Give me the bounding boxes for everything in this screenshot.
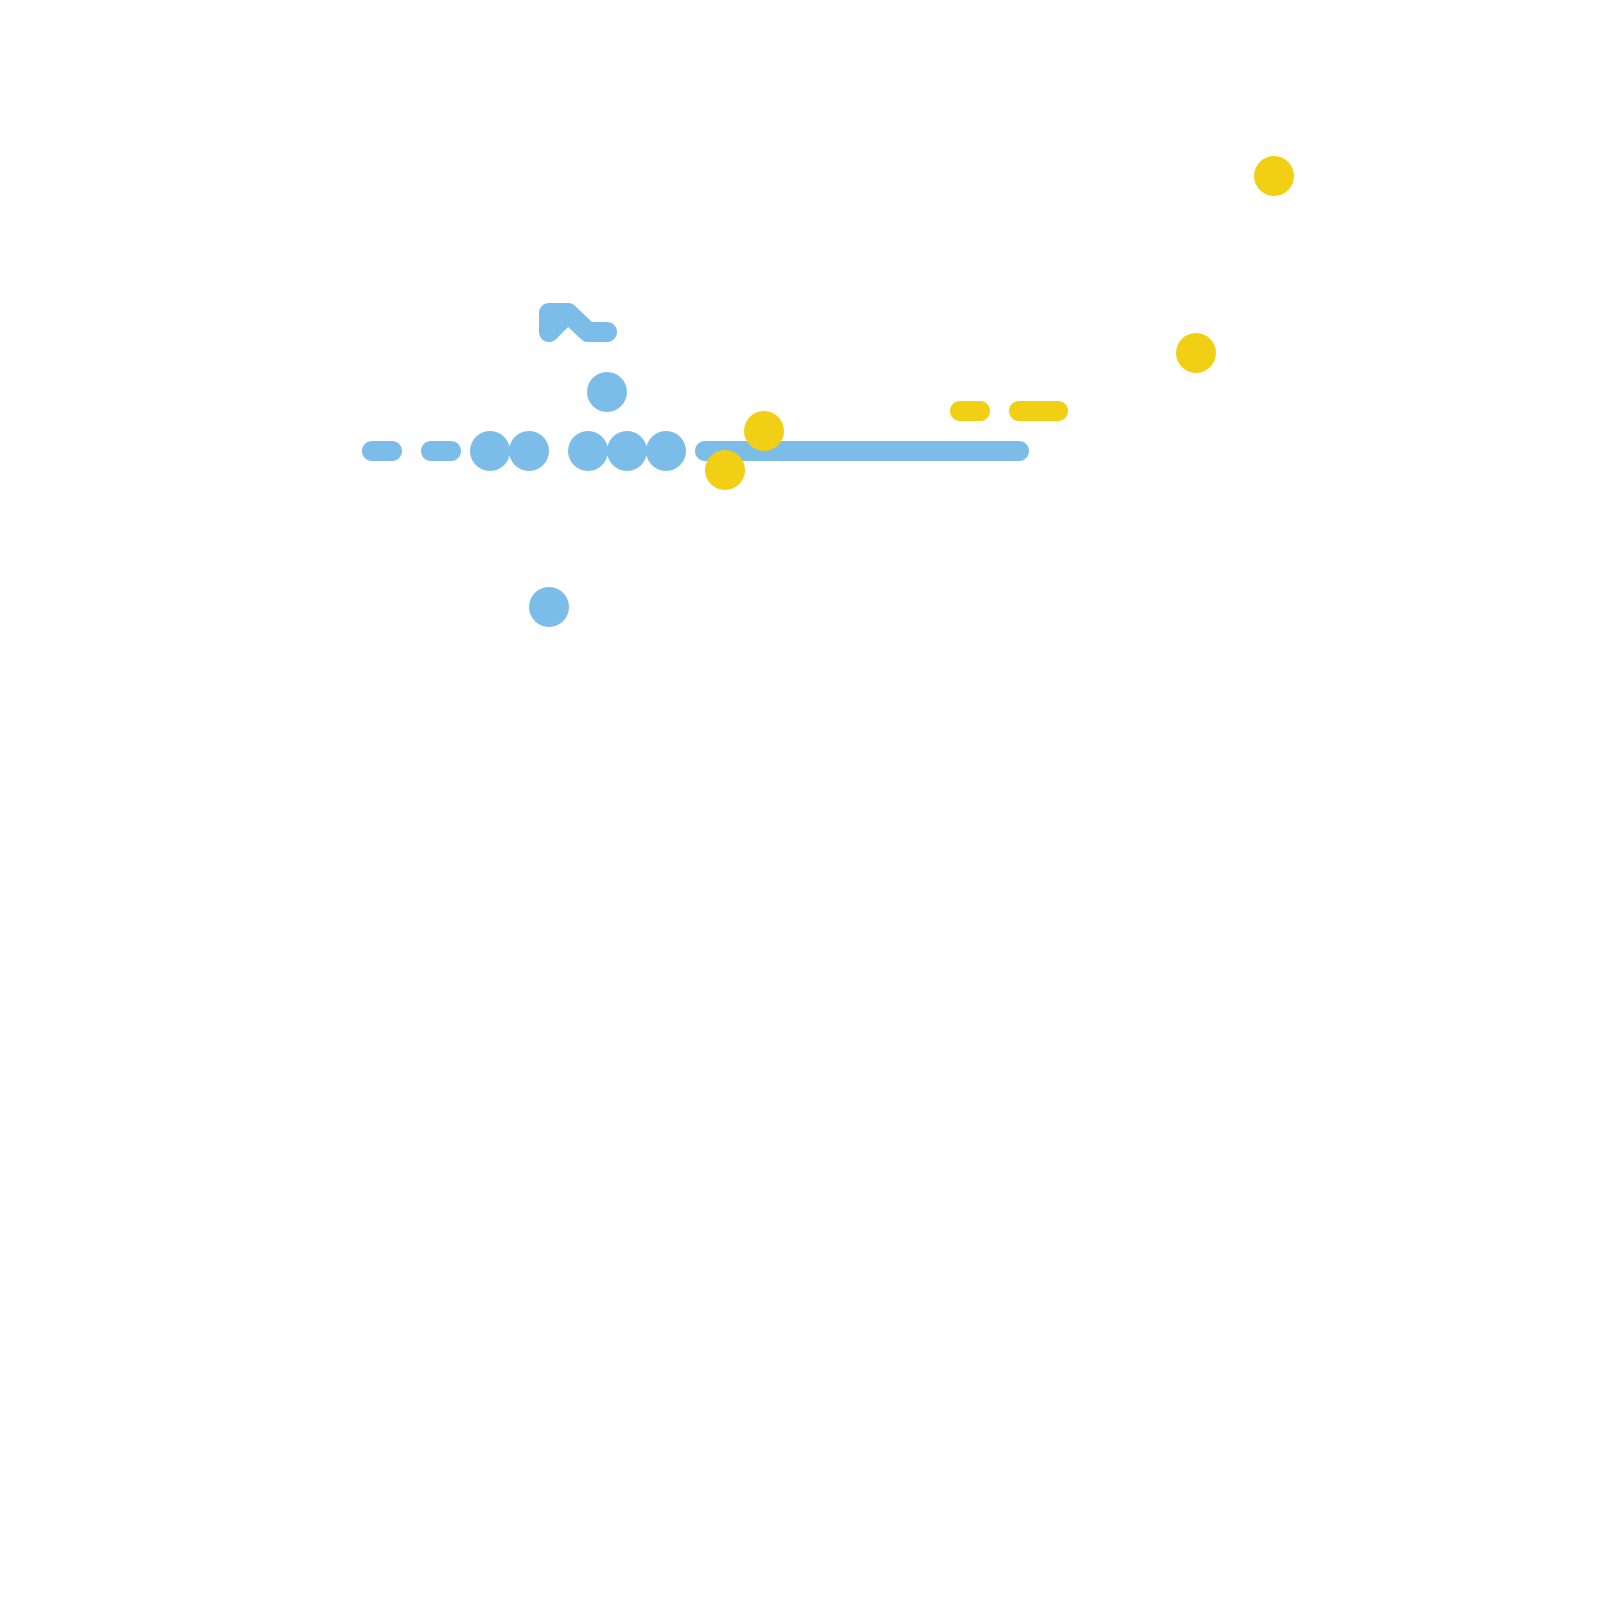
dot [568, 431, 608, 471]
dot [529, 587, 569, 627]
dot [1176, 333, 1216, 373]
dot [509, 431, 549, 471]
dot [646, 431, 686, 471]
dot [470, 431, 510, 471]
dot [587, 372, 627, 412]
dot [744, 411, 784, 451]
caret-shape [539, 303, 617, 342]
dot [607, 431, 647, 471]
dot [1254, 156, 1294, 196]
dot [705, 450, 745, 490]
yellow-shapes [705, 156, 1294, 490]
blue-shapes [362, 303, 1029, 627]
